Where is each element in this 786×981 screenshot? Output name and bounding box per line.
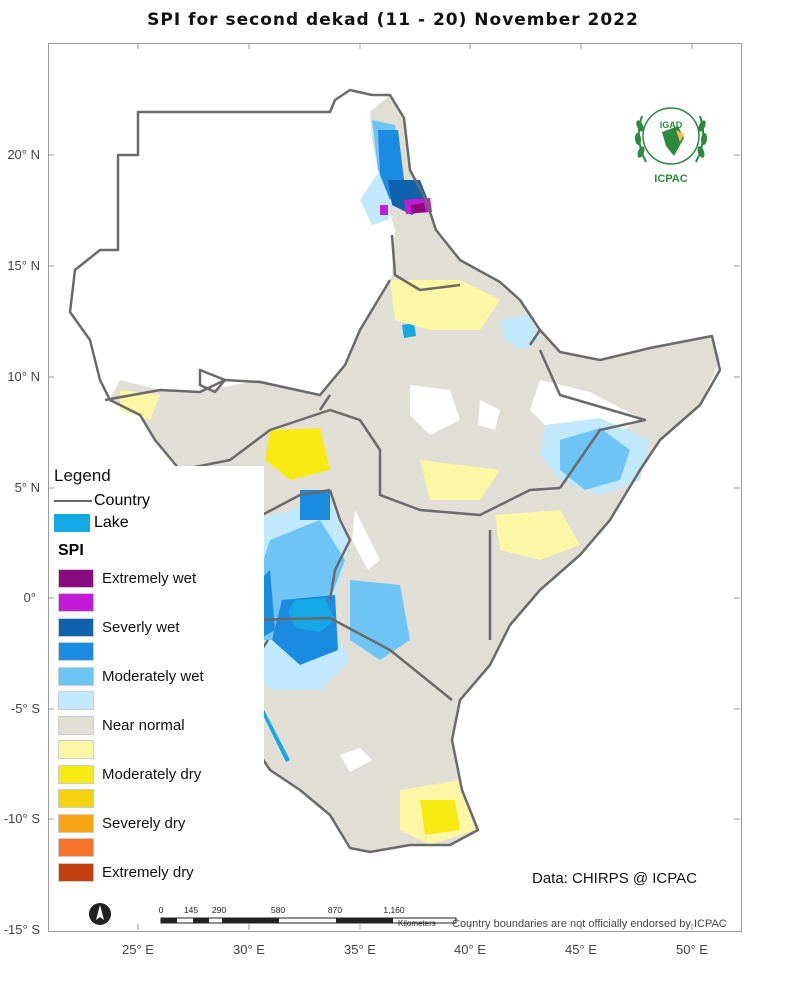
spi-class-row bbox=[54, 836, 264, 861]
logo-top-text: IGAD bbox=[660, 120, 683, 130]
border-ethiopia-somalia bbox=[538, 349, 647, 489]
spi-class-swatch bbox=[58, 764, 94, 784]
country-line-swatch bbox=[54, 500, 92, 502]
spi-class-row: Severly wet bbox=[54, 615, 264, 640]
border-ssudan-south bbox=[179, 408, 561, 517]
lake-victoria bbox=[288, 598, 335, 632]
spi-class-row: Extremely wet bbox=[54, 566, 264, 591]
spi-class-swatch bbox=[58, 813, 94, 833]
spi-class-swatch bbox=[58, 715, 94, 735]
spi-class-row: Near normal bbox=[54, 713, 264, 738]
y-tick-10N: 10° N bbox=[7, 369, 40, 384]
border-sudan-east bbox=[318, 394, 332, 411]
icpac-logo: IGAD ICPAC bbox=[634, 107, 708, 185]
legend-title: Legend bbox=[54, 466, 111, 485]
logo-bottom-text: ICPAC bbox=[654, 173, 687, 185]
logo-ring bbox=[642, 107, 700, 165]
spi-class-row: Moderately dry bbox=[54, 762, 264, 787]
x-tick-50E: 50° E bbox=[676, 942, 708, 957]
spi-class-swatch bbox=[58, 691, 94, 711]
spi-class-swatch bbox=[58, 568, 94, 588]
spi-class-row: Extremely dry bbox=[54, 860, 264, 885]
spi-class-swatch bbox=[58, 642, 94, 662]
spi-class-label: Extremely dry bbox=[102, 863, 194, 881]
scale-label-1160: 1,160 bbox=[383, 905, 405, 915]
map-title: SPI for second dekad (11 - 20) November … bbox=[147, 10, 639, 30]
spi-class-swatch bbox=[58, 838, 94, 858]
legend-lake-label: Lake bbox=[94, 514, 129, 531]
spi-class-row bbox=[54, 738, 264, 763]
africa-icon bbox=[662, 126, 684, 156]
spi-class-label: Moderately wet bbox=[102, 667, 204, 685]
spi-class-swatch bbox=[58, 666, 94, 686]
scale-label-290: 290 bbox=[212, 905, 226, 915]
scale-unit: Kilometers bbox=[398, 919, 436, 928]
border-sudan-south bbox=[104, 279, 392, 402]
disclaimer: Country boundaries are not officially en… bbox=[452, 918, 727, 930]
moderate-dry-regions bbox=[265, 428, 460, 835]
spi-class-swatch bbox=[58, 789, 94, 809]
spi-class-row bbox=[54, 591, 264, 616]
spi-class-label: Severly wet bbox=[102, 618, 180, 636]
extreme-wet-spots bbox=[410, 203, 426, 213]
spi-class-label: Moderately dry bbox=[102, 765, 202, 783]
border-djibouti bbox=[528, 329, 542, 346]
spi-class-row: Severely dry bbox=[54, 811, 264, 836]
border-drc bbox=[261, 488, 331, 517]
spi-class-row: Moderately wet bbox=[54, 664, 264, 689]
y-tick-15S: -15° S bbox=[3, 922, 40, 937]
spi-class-swatch bbox=[58, 617, 94, 637]
y-tick-0: 0° bbox=[23, 590, 36, 605]
legend: Legend Country Lake SPI Extremely wet Sev… bbox=[54, 466, 264, 885]
spi-class-swatch bbox=[58, 593, 94, 613]
spi-class-swatch bbox=[58, 862, 94, 882]
light-dry-regions bbox=[120, 280, 580, 845]
legend-country-label: Country bbox=[94, 492, 151, 509]
data-credit: Data: CHIRPS @ ICPAC bbox=[532, 870, 697, 887]
y-tick-10S: -10° S bbox=[3, 811, 40, 826]
spi-class-row bbox=[54, 787, 264, 812]
x-tick-45E: 45° E bbox=[565, 942, 597, 957]
x-tick-25E: 25° E bbox=[122, 942, 154, 957]
legend-spi-title: SPI bbox=[58, 542, 84, 559]
x-tick-30E: 30° E bbox=[233, 942, 265, 957]
scale-label-870: 870 bbox=[328, 905, 342, 915]
legend-lake: Lake bbox=[54, 512, 264, 534]
legend-country: Country bbox=[54, 490, 264, 512]
lake-tanganyika bbox=[258, 705, 290, 762]
border-tanzania bbox=[249, 616, 453, 701]
lake-tana bbox=[402, 323, 416, 338]
x-tick-35E: 35° E bbox=[344, 942, 376, 957]
scale-bar: 0 145 290 580 870 1,160 Kilometers bbox=[89, 903, 457, 928]
scale-label-580: 580 bbox=[271, 905, 285, 915]
scale-label-0: 0 bbox=[159, 905, 164, 915]
y-tick-5N: 5° N bbox=[14, 480, 40, 495]
y-tick-15N: 15° N bbox=[7, 258, 40, 273]
border-uganda bbox=[328, 489, 352, 601]
outer-boundary bbox=[68, 88, 722, 854]
spi-class-label: Near normal bbox=[102, 716, 185, 734]
spi-class-row bbox=[54, 640, 264, 665]
y-tick-20N: 20° N bbox=[7, 147, 40, 162]
spi-class-row bbox=[54, 689, 264, 714]
scale-label-145: 145 bbox=[184, 905, 198, 915]
lake-swatch bbox=[54, 514, 90, 532]
border-eritrea bbox=[390, 234, 461, 292]
x-tick-40E: 40° E bbox=[454, 942, 486, 957]
spi-class-swatch bbox=[58, 740, 94, 760]
country-borders bbox=[68, 88, 722, 854]
spi-class-list: Extremely wet Severly wet Moderately wet Ne… bbox=[54, 566, 264, 885]
border-chad bbox=[198, 368, 227, 394]
spi-class-label: Extremely wet bbox=[102, 569, 197, 587]
spi-class-label: Severely dry bbox=[102, 814, 186, 832]
y-tick-5S: -5° S bbox=[10, 701, 40, 716]
grid-ticks bbox=[48, 43, 740, 930]
